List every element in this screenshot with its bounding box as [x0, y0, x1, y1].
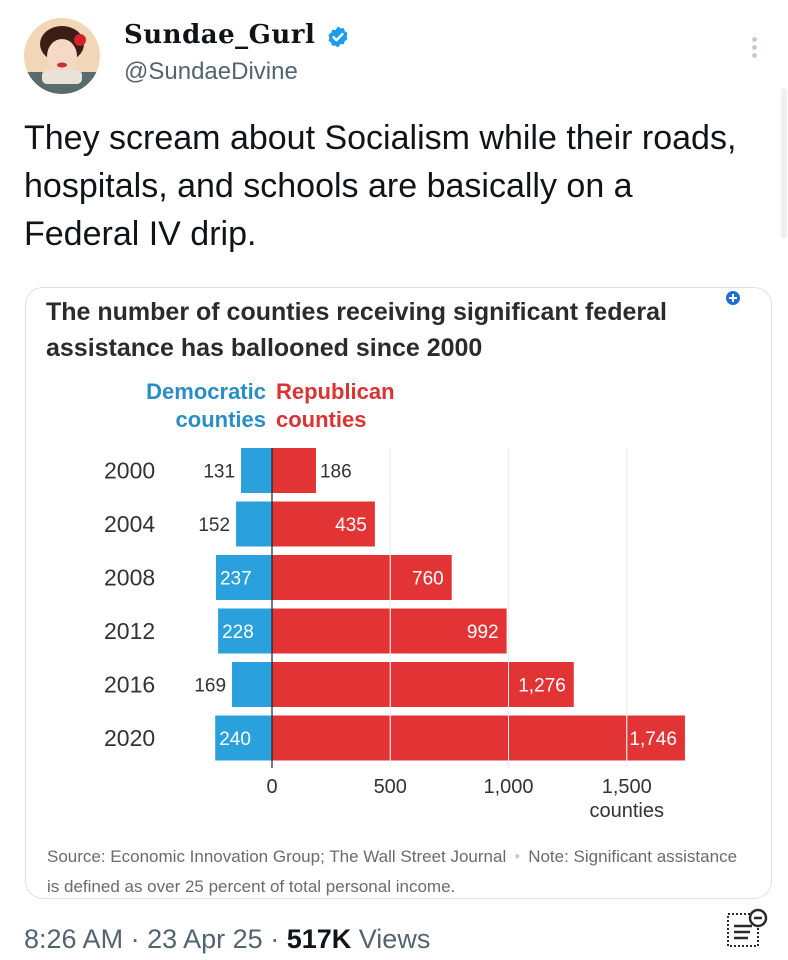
scrollbar[interactable]: [781, 88, 787, 238]
avatar-image: [24, 18, 100, 94]
year-label-2000: 2000: [104, 458, 155, 484]
value-label-democratic-2020: 240: [219, 729, 251, 750]
value-label-democratic-2016: 169: [194, 676, 226, 697]
chart-source-note: Source: Economic Innovation Group; The W…: [47, 842, 747, 902]
post-timestamp[interactable]: 8:26 AM · 23 Apr 25 · 517K Views: [24, 924, 430, 955]
tick-label-500: 500: [374, 776, 407, 798]
post-analytics-icon[interactable]: [724, 906, 770, 952]
chart-title: The number of counties receiving signifi…: [46, 298, 667, 362]
bar-democratic-2008: [215, 555, 272, 600]
value-label-republican-2012: 992: [467, 622, 499, 643]
year-label-2020: 2020: [104, 725, 155, 751]
year-label-2008: 2008: [104, 565, 155, 591]
bar-republican-2004: [272, 501, 375, 547]
bar-democratic-2000: [241, 448, 272, 493]
value-label-republican-2020: 1,746: [629, 729, 677, 750]
value-label-democratic-2012: 228: [222, 622, 254, 643]
bar-republican-2020: [272, 715, 685, 761]
bar-republican-2012: [272, 608, 507, 654]
post-date: 23 Apr 25: [147, 924, 263, 954]
legend-democratic-line2: counties: [175, 407, 266, 432]
verified-badge-icon: [328, 26, 348, 48]
bar-democratic-2004: [236, 501, 272, 547]
bar-republican-2016: [272, 662, 574, 707]
year-label-2004: 2004: [104, 511, 155, 537]
value-label-democratic-2008: 237: [220, 569, 252, 590]
legend-democratic: Democratic counties: [146, 378, 266, 434]
user-handle[interactable]: @SundaeDivine: [124, 58, 298, 85]
more-options-icon[interactable]: [744, 34, 764, 64]
chart-source: Source: Economic Innovation Group; The W…: [47, 847, 507, 866]
bar-republican-2008: [272, 555, 452, 600]
value-label-democratic-2004: 152: [198, 515, 230, 536]
x-axis-unit-label: counties: [590, 800, 665, 822]
tick-label-0: 0: [266, 776, 277, 798]
views-label: Views: [358, 924, 431, 954]
bar-democratic-2012: [218, 608, 272, 654]
legend-republican-line1: Republican: [276, 379, 395, 404]
chart-note: Note: Significant assistance is defined …: [47, 847, 738, 896]
value-label-republican-2004: 435: [335, 515, 367, 536]
avatar[interactable]: [24, 18, 100, 94]
bar-republican-2000: [272, 448, 316, 493]
value-label-republican-2000: 186: [320, 462, 352, 483]
value-label-democratic-2000: 131: [203, 462, 235, 483]
separator: ·: [270, 924, 280, 954]
tweet-text: They scream about Socialism while their …: [24, 119, 737, 253]
bar-democratic-2016: [232, 662, 272, 707]
legend-republican-line2: counties: [276, 407, 367, 432]
separator-dot: •: [514, 847, 521, 866]
bar-democratic-2020: [215, 715, 272, 761]
display-name[interactable]: Sundae_Gurl: [124, 20, 316, 50]
tick-label-1000: 1,000: [483, 776, 533, 798]
views-count: 517K: [286, 924, 352, 954]
year-label-2012: 2012: [104, 618, 155, 644]
tick-label-1500: 1,500: [602, 776, 652, 798]
source-badge-icon: [726, 291, 740, 305]
value-label-republican-2008: 760: [412, 569, 444, 590]
separator: ·: [130, 924, 140, 954]
value-label-republican-2016: 1,276: [518, 676, 566, 697]
legend-republican: Republican counties: [276, 378, 395, 434]
year-label-2016: 2016: [104, 672, 155, 698]
post-time: 8:26 AM: [24, 924, 124, 954]
legend-democratic-line1: Democratic: [146, 379, 266, 404]
